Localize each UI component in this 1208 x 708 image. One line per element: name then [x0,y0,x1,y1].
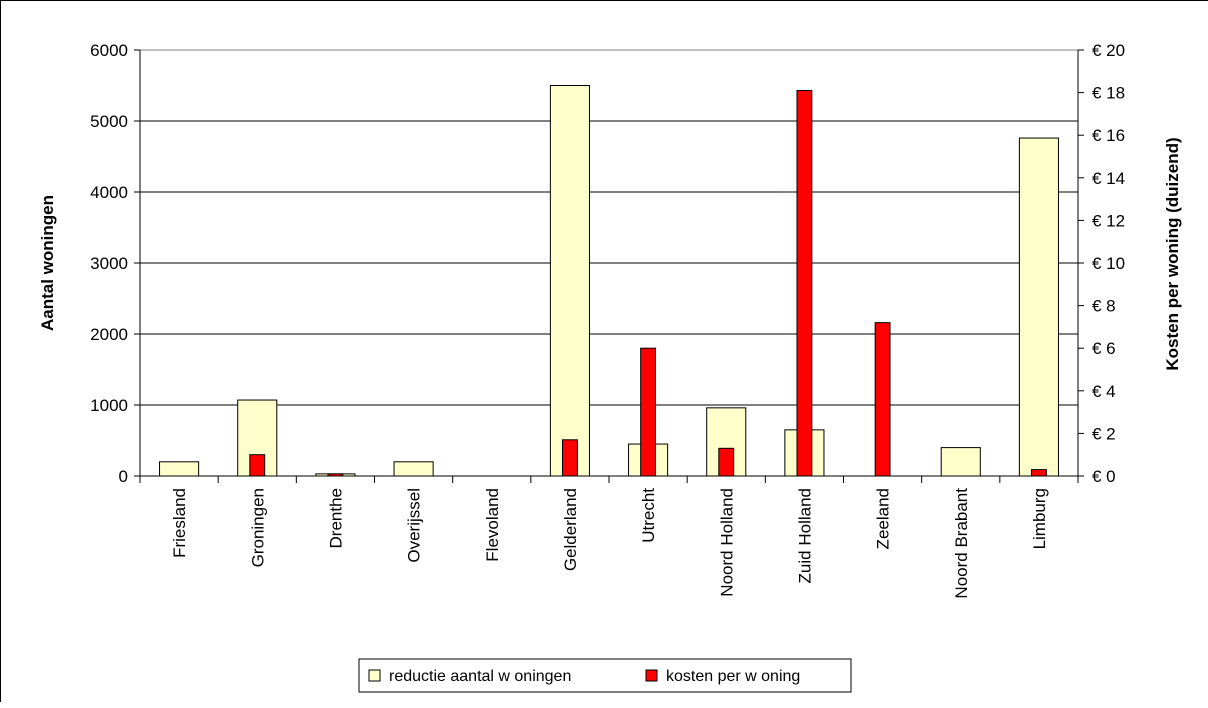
y-tick-label: 4000 [90,183,128,202]
y-axis-title: Aantal woningen [38,195,57,331]
x-tick-label: Zuid Holland [795,488,814,583]
y-tick-label: 2000 [90,325,128,344]
axes-layer [134,49,1084,483]
y-tick-label: 0 [119,467,128,486]
y-tick-label: 5000 [90,112,128,131]
x-tick-label: Drenthe [326,488,345,548]
bar-kosten [561,439,578,477]
x-tick-label: Noord Holland [717,488,736,597]
x-tick-label: Zeeland [874,488,893,549]
y2-tick-label: € 14 [1092,169,1125,188]
y2-tick-label: € 4 [1092,382,1116,401]
y2-tick-label: € 8 [1092,297,1116,316]
x-tick-label: Utrecht [639,488,658,543]
bar-kosten [640,347,657,477]
bar-reductie [159,461,200,477]
y2-tick-label: € 16 [1092,126,1125,145]
y2-axis-title: Kosten per woning (duizend) [1163,137,1182,370]
bar-reductie [393,461,434,477]
y2-tick-label: € 2 [1092,424,1116,443]
bar-kosten [249,454,266,477]
y2-tick-label: € 0 [1092,467,1116,486]
ticks-layer: 0 1000 2000 3000 4000 5000 6000 € 0 € 2 € 4 € 6 € 8… [90,41,1125,599]
y2-tick-label: € 20 [1092,41,1125,60]
bar-kosten [796,89,813,477]
y-tick-label: 6000 [90,41,128,60]
legend: reductie aantal w oningen kosten per w o… [358,658,852,693]
x-tick-label: Noord Brabant [952,488,971,599]
grid-layer [140,120,1078,406]
y2-tick-label: € 12 [1092,211,1125,230]
x-tick-label: Limburg [1030,488,1049,549]
bar-kosten [718,447,735,477]
legend-label-reductie: reductie aantal w oningen [389,668,571,685]
x-tick-label: Friesland [170,488,189,558]
bars-layer [159,85,1059,477]
y-tick-label: 3000 [90,254,128,273]
bar-reductie [940,447,981,477]
bar-reductie [1018,137,1059,477]
y2-tick-label: € 6 [1092,339,1116,358]
y-tick-label: 1000 [90,396,128,415]
x-tick-label: Overijssel [405,488,424,563]
bar-kosten [1030,469,1047,477]
x-tick-label: Flevoland [483,488,502,562]
x-tick-label: Groningen [248,488,267,567]
y2-tick-label: € 18 [1092,84,1125,103]
x-tick-label: Gelderland [561,488,580,571]
bar-kosten [874,322,891,477]
legend-box [358,658,852,693]
bar-reductie [549,85,590,477]
legend-swatch-reductie [368,669,381,682]
legend-label-kosten: kosten per w oning [666,668,800,685]
y2-tick-label: € 10 [1092,254,1125,273]
legend-swatch-kosten [645,669,658,682]
